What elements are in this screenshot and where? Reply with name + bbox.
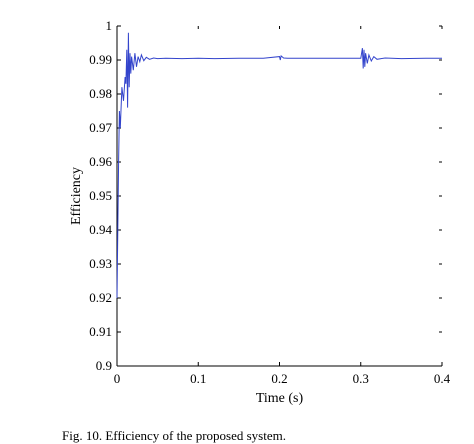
y-tick-label: 0.99 [89, 52, 112, 67]
y-tick-label: 0.94 [89, 222, 112, 237]
x-tick-label: 0.2 [271, 371, 287, 386]
y-tick-label: 0.95 [89, 188, 112, 203]
series-group [116, 32, 442, 299]
x-tick-label: 0.1 [190, 371, 206, 386]
x-axis-label: Time (s) [256, 391, 304, 406]
y-tick-label: 0.97 [89, 120, 112, 135]
y-tick-label: 0.96 [89, 154, 112, 169]
x-axis-ticks: 0 0.1 0.2 0.3 0.4 [114, 26, 451, 386]
y-tick-label: 0.98 [89, 86, 112, 101]
efficiency-chart: 0.9 0.91 0.92 0.93 0.94 0.95 0.96 0.97 0.98 0.99 1… [69, 18, 451, 406]
y-tick-label: 0.91 [89, 324, 112, 339]
y-axis-label: Efficiency [69, 167, 84, 225]
x-tick-label: 0.4 [434, 371, 451, 386]
y-tick-label: 1 [106, 18, 113, 33]
y-axis-ticks: 0.9 0.91 0.92 0.93 0.94 0.95 0.96 0.97 0.98 0.99 1 [89, 18, 442, 373]
figure-caption: Fig. 10. Efficiency of the proposed syst… [62, 428, 286, 443]
y-tick-label: 0.92 [89, 290, 112, 305]
x-tick-label: 0 [114, 371, 121, 386]
x-tick-label: 0.3 [353, 371, 369, 386]
plot-axes [116, 26, 442, 367]
y-tick-label: 0.93 [89, 256, 112, 271]
efficiency-series-line [116, 32, 442, 299]
y-tick-label: 0.9 [96, 358, 112, 373]
